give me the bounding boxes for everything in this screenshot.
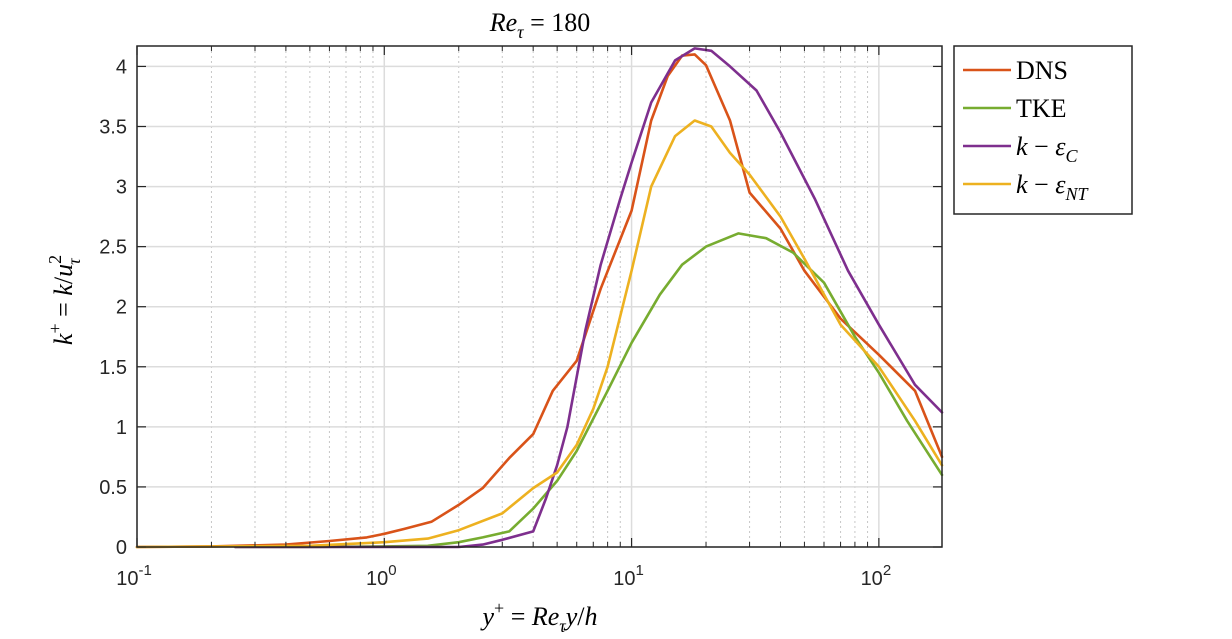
series-line-1 <box>234 232 944 549</box>
plot-area <box>137 46 942 547</box>
plot-frame <box>136 45 943 548</box>
series-line-3 <box>135 119 944 549</box>
y-tick-label: 2 <box>116 297 127 319</box>
legend-label-2: k − εC <box>1016 132 1078 166</box>
y-tick-label: 1 <box>116 417 127 439</box>
series-lines <box>135 47 944 549</box>
x-axis-label: y+ = Reτy/h <box>479 598 597 636</box>
chart-title: Reτ = 180 <box>489 8 591 42</box>
x-tick-label: 10-1 <box>116 562 152 590</box>
legend-label-0: DNS <box>1016 56 1068 85</box>
y-tick-label: 1.5 <box>99 357 127 379</box>
y-tick-label: 2.5 <box>99 237 127 259</box>
legend-box <box>953 45 1133 215</box>
y-tick-label: 0.5 <box>99 477 127 499</box>
series-line-0 <box>135 53 944 549</box>
legend-label-1: TKE <box>1016 94 1067 123</box>
x-tick-label: 102 <box>861 562 892 590</box>
legend-label-3: k − εNT <box>1016 170 1089 204</box>
y-tick-label: 0 <box>116 537 127 559</box>
x-tick-label: 100 <box>366 562 397 590</box>
series-line-2 <box>234 47 944 549</box>
x-tick-label: 101 <box>613 562 644 590</box>
y-tick-label: 4 <box>116 56 127 78</box>
y-tick-label: 3 <box>116 177 127 199</box>
axis-ticks: 10-1 100 101 102 0 0.5 1 1.5 2 2.5 3 3.5 4 <box>99 46 942 590</box>
y-axis-label: k+ = k/u2τ <box>45 255 84 345</box>
legend: DNS TKE k − εC k − εNT <box>953 45 1133 215</box>
y-tick-label: 3.5 <box>99 116 127 138</box>
svg-text:k+ = k/u2τ: k+ = k/u2τ <box>45 255 84 345</box>
